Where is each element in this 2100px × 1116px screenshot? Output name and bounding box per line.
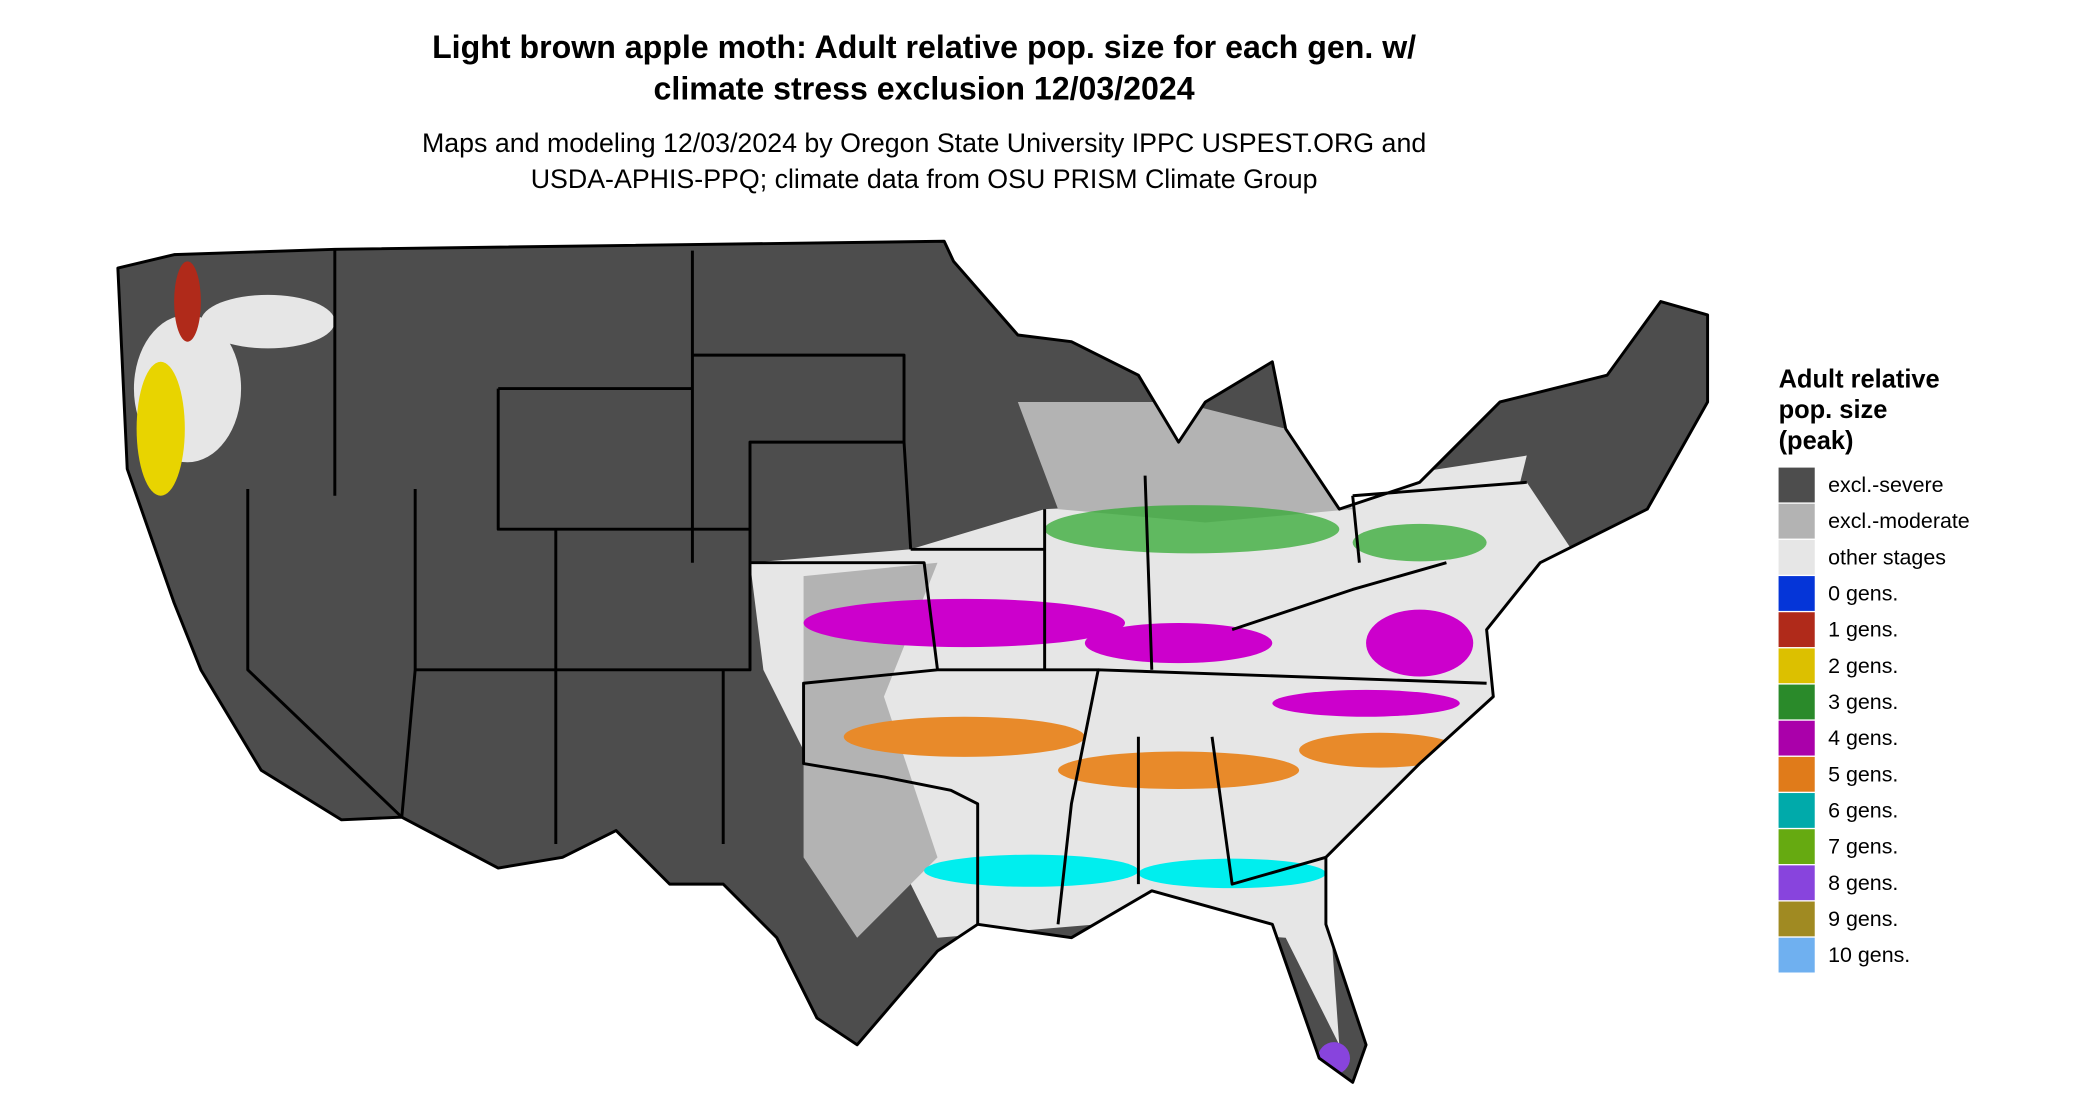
legend-label: 0 gens. (1828, 581, 1898, 605)
legend-label: 6 gens. (1828, 798, 1898, 822)
subtitle-line: USDA-APHIS-PPQ; climate data from OSU PR… (531, 164, 1318, 194)
legend-swatch (1778, 829, 1815, 865)
legend-title: (peak) (1779, 427, 1854, 455)
legend-swatch (1778, 576, 1815, 611)
subtitle-line: Maps and modeling 12/03/2024 by Oregon S… (422, 128, 1426, 158)
us-map (116, 239, 1710, 1084)
legend-swatch (1778, 793, 1815, 828)
legend-swatch (1778, 503, 1815, 539)
legend-label: 7 gens. (1828, 835, 1898, 859)
legend-swatch (1778, 467, 1815, 503)
legend-swatch (1778, 539, 1815, 575)
legend-label: 5 gens. (1828, 762, 1898, 786)
legend-swatch (1778, 865, 1815, 901)
legend-swatch (1778, 648, 1815, 684)
legend: Adult relative pop. size (peak) excl.-se… (1778, 365, 1970, 973)
legend-label: other stages (1828, 545, 1946, 569)
legend-title: pop. size (1779, 396, 1888, 424)
legend-label: excl.-severe (1828, 473, 1943, 497)
legend-label: 3 gens. (1828, 690, 1898, 714)
legend-swatch (1778, 720, 1815, 756)
legend-label: 9 gens. (1828, 907, 1898, 931)
legend-label: 4 gens. (1828, 726, 1898, 750)
title-line: climate stress exclusion 12/03/2024 (654, 71, 1195, 107)
legend-label: 2 gens. (1828, 654, 1898, 678)
legend-swatch (1778, 756, 1815, 792)
legend-swatch (1778, 901, 1815, 937)
legend-label: 1 gens. (1828, 618, 1898, 642)
legend-label: 8 gens. (1828, 871, 1898, 895)
legend-label: 10 gens. (1828, 943, 1910, 967)
legend-swatch (1778, 937, 1815, 973)
legend-label: excl.-moderate (1828, 509, 1970, 533)
legend-swatch (1778, 612, 1815, 648)
legend-title: Adult relative (1779, 365, 1940, 393)
legend-swatch (1778, 684, 1815, 720)
title-line: Light brown apple moth: Adult relative p… (432, 29, 1416, 65)
